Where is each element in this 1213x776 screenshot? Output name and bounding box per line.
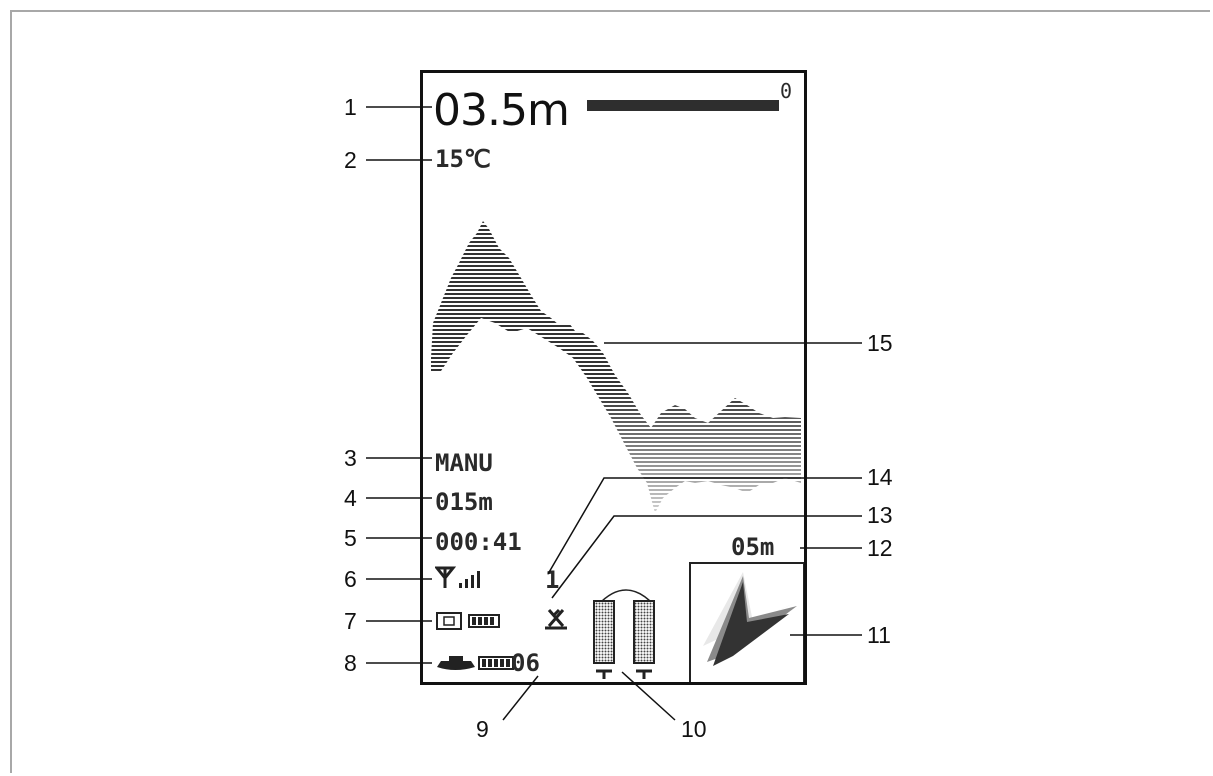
- callout-4: 4: [344, 485, 357, 511]
- callout-3: 3: [344, 445, 357, 471]
- callout-6: 6: [344, 566, 357, 592]
- elapsed-timer: 000:41: [435, 528, 522, 556]
- callout-1: 1: [344, 94, 357, 120]
- leader-9: [502, 675, 539, 721]
- callout-11: 11: [867, 622, 891, 648]
- callout-5: 5: [344, 525, 357, 551]
- callout-9: 9: [476, 716, 489, 742]
- figure-frame: [10, 10, 1210, 773]
- antenna-signal-icon: [435, 566, 480, 588]
- callout-12: 12: [867, 535, 893, 561]
- callout-15: 15: [867, 330, 893, 356]
- depth-scale-bar: [587, 100, 779, 111]
- sonar-bottom-profile: [423, 213, 804, 533]
- callout-8: 8: [344, 650, 357, 676]
- boat-battery-value: 06: [511, 649, 540, 677]
- callout-14: 14: [867, 464, 893, 490]
- mode-indicator: MANU: [435, 449, 493, 477]
- depth-readout: 03.5m: [433, 85, 570, 136]
- callout-13: 13: [867, 502, 893, 528]
- mini-map: [689, 562, 804, 682]
- water-temperature: 15℃: [435, 145, 491, 173]
- mini-map-depth: 05m: [731, 533, 775, 561]
- callout-7: 7: [344, 608, 357, 634]
- leader-13: [551, 515, 862, 599]
- depth-range: 015m: [435, 488, 493, 516]
- depth-scale-top-label: 0: [780, 79, 793, 103]
- boat-battery-icon: [437, 656, 514, 670]
- fishfinder-screen: 03.5m 0 15℃ MANU 015m 000:41 05m 1: [420, 70, 807, 685]
- satellite-icon: [545, 608, 567, 630]
- leader-14: [547, 477, 862, 575]
- transmitter-battery-icon: [436, 612, 500, 630]
- sonar-echo-fade: [423, 213, 804, 533]
- callout-2: 2: [344, 147, 357, 173]
- bait-hopper-icon: [593, 589, 655, 679]
- callout-10: 10: [681, 716, 707, 742]
- leader-10: [621, 671, 676, 721]
